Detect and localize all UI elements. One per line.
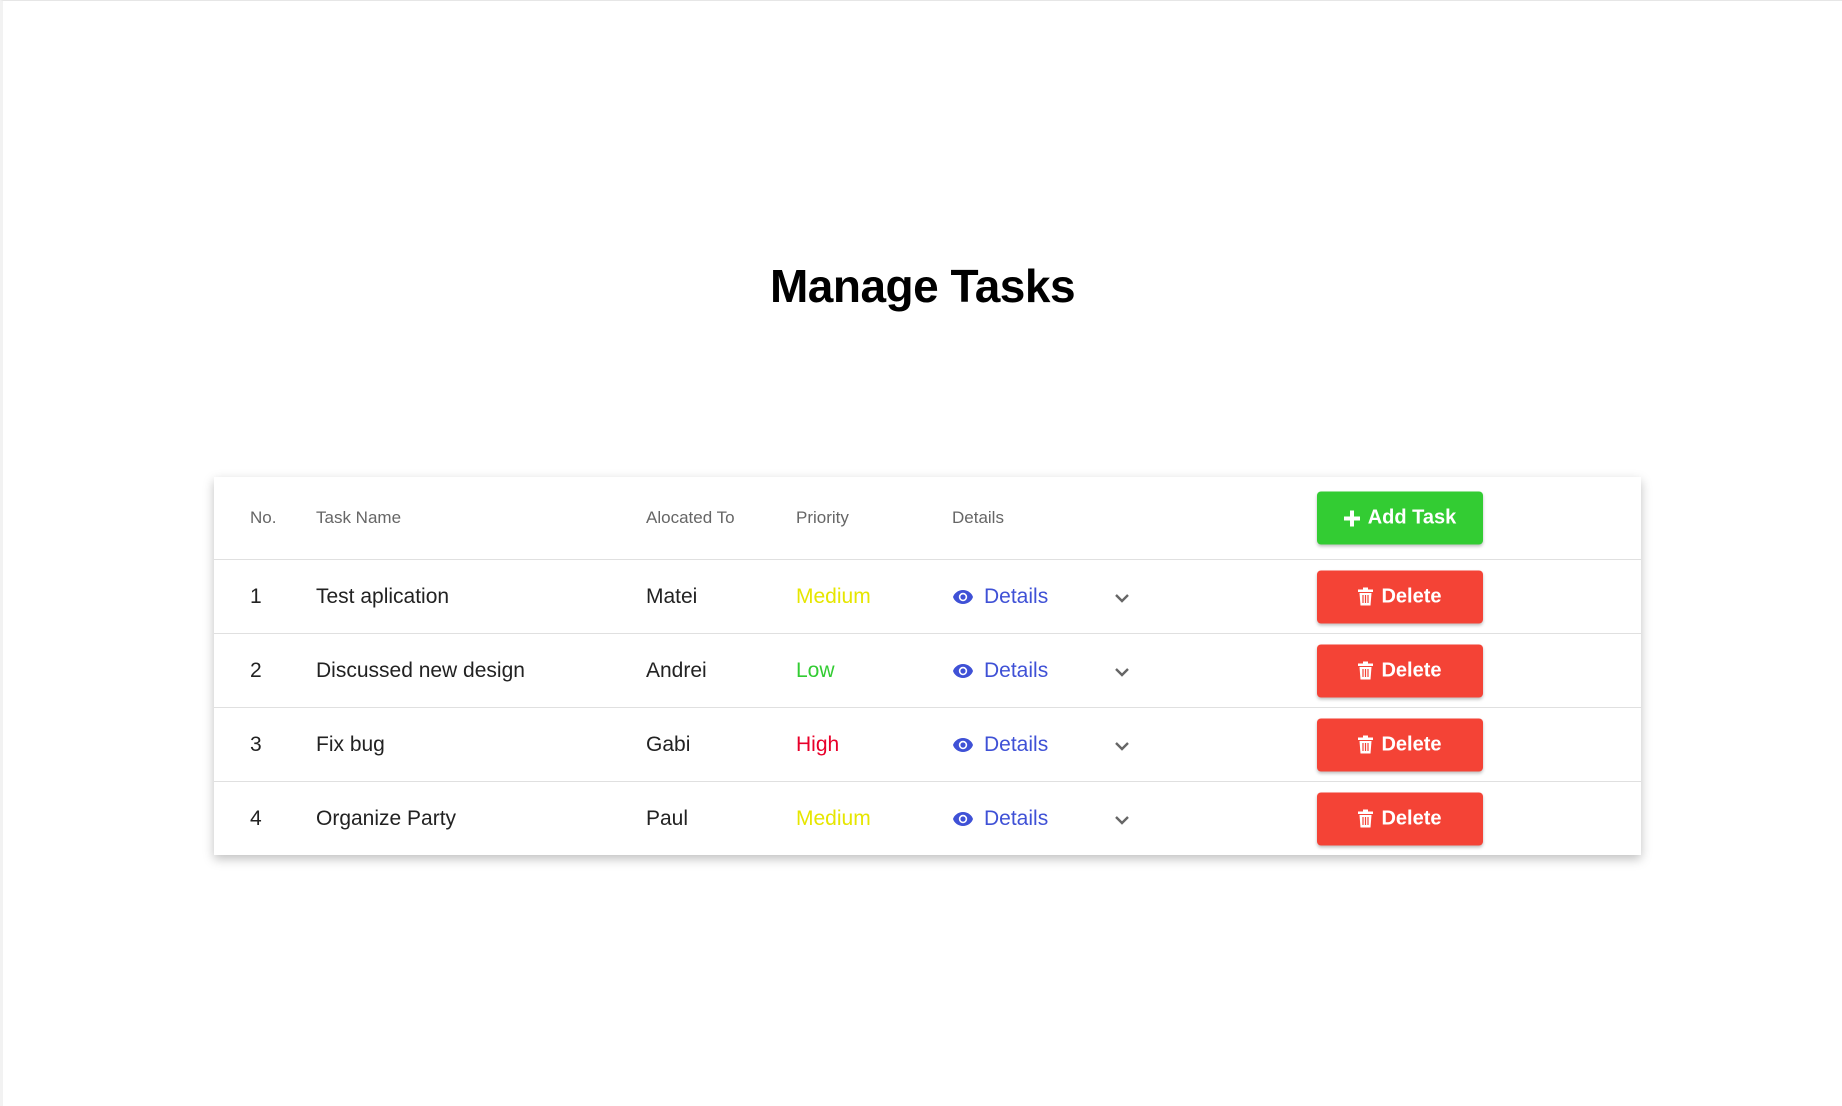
task-allocated-to: Gabi	[646, 732, 691, 756]
trash-icon	[1358, 587, 1374, 606]
trash-icon	[1358, 809, 1374, 828]
table-row: 2 Discussed new design Andrei Low Detail…	[214, 633, 1641, 707]
table-row: 4 Organize Party Paul Medium Details Del…	[214, 781, 1641, 855]
details-link[interactable]: Details	[952, 733, 1048, 757]
delete-label: Delete	[1381, 733, 1442, 755]
delete-button[interactable]: Delete	[1317, 718, 1483, 771]
chevron-down-icon[interactable]	[1114, 807, 1130, 831]
task-number: 3	[250, 732, 262, 756]
chevron-down-icon[interactable]	[1114, 659, 1130, 683]
details-label: Details	[984, 806, 1049, 830]
task-allocated-to: Matei	[646, 584, 698, 608]
task-allocated-to: Andrei	[646, 658, 707, 682]
task-name: Organize Party	[316, 806, 457, 830]
task-name: Fix bug	[316, 732, 385, 756]
details-label: Details	[984, 732, 1049, 756]
details-label: Details	[984, 658, 1049, 682]
table-row: 3 Fix bug Gabi High Details Delete	[214, 707, 1641, 781]
eye-icon	[953, 589, 973, 604]
eye-icon	[953, 737, 973, 752]
header-task-name: Task Name	[316, 508, 402, 527]
page-title: Manage Tasks	[769, 260, 1076, 312]
task-allocated-to: Paul	[646, 806, 689, 830]
task-number: 4	[250, 806, 262, 830]
details-link[interactable]: Details	[952, 585, 1048, 609]
header-details: Details	[952, 508, 1004, 527]
header-priority: Priority	[796, 508, 849, 527]
header-no: No.	[250, 508, 277, 527]
delete-label: Delete	[1381, 807, 1442, 829]
details-link[interactable]: Details	[952, 807, 1048, 831]
delete-button[interactable]: Delete	[1317, 644, 1483, 697]
delete-button[interactable]: Delete	[1317, 792, 1483, 845]
details-label: Details	[984, 584, 1049, 608]
task-name: Discussed new design	[316, 658, 525, 682]
header-allocated-to: Alocated To	[646, 508, 735, 527]
task-number: 2	[250, 658, 262, 682]
details-link[interactable]: Details	[952, 659, 1048, 683]
delete-button[interactable]: Delete	[1317, 570, 1483, 623]
delete-label: Delete	[1381, 585, 1442, 607]
trash-icon	[1358, 735, 1374, 754]
task-priority: Medium	[796, 806, 871, 830]
add-task-button[interactable]: Add Task	[1317, 491, 1483, 545]
table-header: No. Task Name Alocated To Priority Detai…	[214, 477, 1641, 559]
trash-icon	[1358, 661, 1374, 680]
task-priority: Low	[796, 658, 835, 682]
plus-icon	[1343, 510, 1360, 526]
task-name: Test aplication	[316, 584, 450, 608]
task-number: 1	[250, 584, 262, 608]
tasks-table: No. Task Name Alocated To Priority Detai…	[214, 477, 1641, 855]
eye-icon	[953, 663, 973, 678]
eye-icon	[953, 811, 973, 826]
task-priority: Medium	[796, 584, 871, 608]
add-task-label: Add Task	[1367, 506, 1457, 529]
chevron-down-icon[interactable]	[1114, 585, 1130, 609]
delete-label: Delete	[1381, 659, 1442, 681]
task-priority: High	[796, 732, 840, 756]
table-row: 1 Test aplication Matei Medium Details D…	[214, 559, 1641, 633]
chevron-down-icon[interactable]	[1114, 733, 1130, 757]
